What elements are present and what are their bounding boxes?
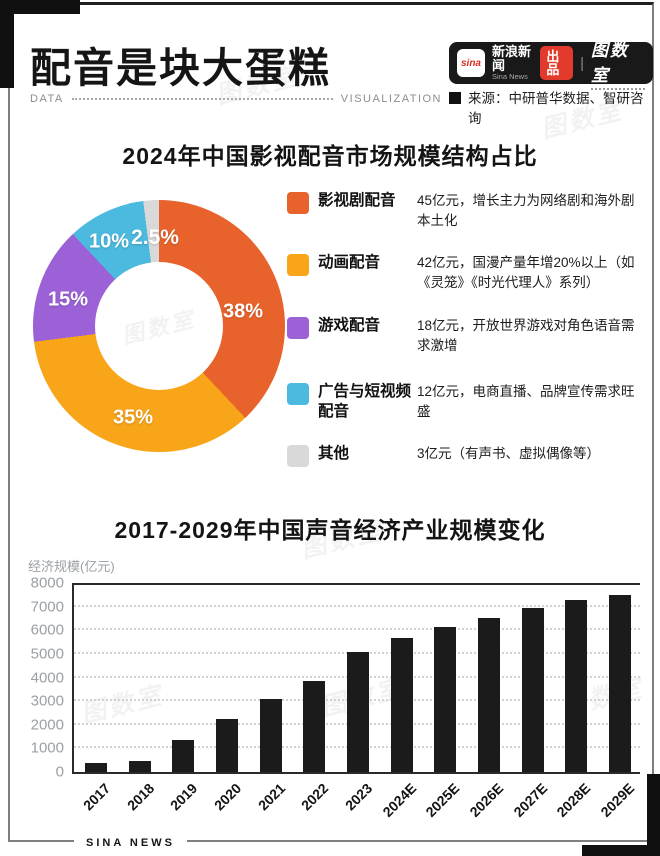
legend-label: 影视剧配音 bbox=[318, 192, 396, 209]
swatch-ads-icon bbox=[287, 382, 309, 405]
page-title: 配音是块大蛋糕 bbox=[30, 45, 331, 91]
sina-logo-text: sina bbox=[460, 57, 481, 69]
swatch-game-icon bbox=[287, 317, 309, 339]
bar-2020 bbox=[215, 718, 238, 772]
y-tick-label: 2000 bbox=[30, 716, 64, 734]
bar-chart-title: 2017-2029年中国声音经济产业规模变化 bbox=[114, 517, 546, 543]
legend-desc: 42亿元，国漫产量年增20%以上（如《灵笼》《时光代理人》系列） bbox=[417, 254, 635, 290]
y-tick-label: 1000 bbox=[30, 739, 64, 757]
watermark: 图数室 bbox=[119, 306, 199, 349]
legend-label: 其他 bbox=[318, 445, 350, 463]
x-tick-label: 2024E bbox=[379, 780, 420, 820]
studio-caption-strip bbox=[591, 88, 645, 90]
bar-2026E bbox=[478, 617, 501, 772]
x-tick-label: 2027E bbox=[510, 780, 551, 820]
y-tick-label: 5000 bbox=[30, 645, 64, 663]
bar-2022 bbox=[303, 680, 326, 772]
corner-accent-top-left bbox=[0, 0, 14, 88]
badge-divider: | bbox=[580, 54, 584, 72]
square-bullet-icon bbox=[449, 92, 461, 104]
donut-hole: 图数室 bbox=[95, 262, 223, 390]
gridline bbox=[74, 628, 640, 631]
legend-item-game: 游戏配音 18亿元，开放世界游戏对角色语音需求激增 bbox=[287, 316, 649, 357]
legend-item-ads: 广告与短视频配音 12亿元，电商直播、品牌宣传需求旺盛 bbox=[287, 382, 649, 424]
bar-2019 bbox=[172, 739, 195, 772]
x-tick-label: 2019 bbox=[167, 780, 201, 814]
legend-desc: 12亿元，电商直播、品牌宣传需求旺盛 bbox=[417, 383, 635, 419]
donut-chart-title: 2024年中国影视配音市场规模结构占比 bbox=[122, 143, 538, 169]
studio-logo-text: 图数室 bbox=[591, 41, 629, 85]
y-tick-label: 8000 bbox=[30, 574, 64, 592]
y-tick-label: 0 bbox=[55, 763, 64, 781]
swatch-other-icon bbox=[287, 445, 309, 468]
corner-accent-bottom-right bbox=[647, 774, 660, 856]
x-tick-label: 2025E bbox=[422, 780, 463, 820]
x-axis-line bbox=[72, 772, 640, 774]
bar-2027E bbox=[521, 608, 544, 772]
y-tick-label: 4000 bbox=[30, 669, 64, 686]
x-tick-label: 2018 bbox=[123, 780, 157, 814]
studio-logo: 图数室 bbox=[591, 36, 645, 90]
donut-chart: 图数室 38% 35% 15% 10% 2.5% bbox=[33, 200, 285, 452]
donut-label-film: 38% bbox=[222, 300, 264, 323]
y-tick-label: 7000 bbox=[30, 598, 64, 616]
legend-item-animation: 动画配音 42亿元，国漫产量年增20%以上（如《灵笼》《时光代理人》系列） bbox=[287, 253, 649, 294]
bar-2025E bbox=[434, 626, 457, 772]
y-tick-label: 3000 bbox=[30, 692, 64, 710]
corner-accent-bottom-right bbox=[582, 845, 660, 856]
x-tick-label: 2028E bbox=[553, 780, 594, 820]
y-tick-label: 6000 bbox=[30, 621, 64, 639]
donut-label-ads: 10% bbox=[88, 230, 130, 253]
brand-name-en: Sina News bbox=[492, 72, 528, 82]
y-axis-label: 经济规模(亿元) bbox=[28, 559, 115, 574]
bar-plot-area bbox=[72, 583, 640, 774]
legend-label: 广告与短视频配音 bbox=[318, 382, 412, 421]
footer-brand: SINA NEWS bbox=[74, 837, 187, 849]
legend-desc: 45亿元，增长主力为网络剧和海外剧本土化 bbox=[417, 193, 635, 229]
publisher-badge: sina 新浪新闻 Sina News 出品 | 图数室 bbox=[449, 41, 653, 90]
sina-logo-icon: sina bbox=[457, 49, 485, 77]
x-tick-label: 2029E bbox=[597, 780, 638, 820]
x-axis: 2017 2018 2019 2020 2021 2022 2023 2024E 2025E 20… bbox=[72, 780, 640, 842]
legend-label: 游戏配音 bbox=[318, 317, 381, 334]
donut-label-other: 2.5% bbox=[131, 226, 179, 249]
bar-2028E bbox=[565, 600, 588, 772]
x-tick-label: 2021 bbox=[254, 780, 288, 814]
legend-label: 动画配音 bbox=[318, 253, 381, 271]
corner-accent-top-left bbox=[0, 0, 80, 14]
visualization-label: VISUALIZATION bbox=[340, 93, 442, 105]
source-text: 来源：中研普华数据、智研咨询 bbox=[468, 91, 644, 127]
dotted-divider bbox=[71, 98, 333, 100]
bar-2029E bbox=[609, 594, 632, 772]
brand-name: 新浪新闻 bbox=[492, 43, 532, 73]
brand-block: 新浪新闻 Sina News bbox=[492, 43, 533, 82]
data-visualization-divider: DATA VISUALIZATION bbox=[30, 93, 442, 105]
legend-desc: 3亿元（有声书、虚拟偶像等） bbox=[417, 446, 601, 462]
y-axis: 0 1000 2000 3000 4000 5000 6000 7000 8000 bbox=[0, 576, 64, 780]
bar-2018 bbox=[128, 760, 151, 772]
bar-2024E bbox=[390, 637, 413, 772]
bar-2021 bbox=[259, 698, 282, 772]
swatch-animation-icon bbox=[287, 253, 309, 276]
x-tick-label: 2023 bbox=[341, 780, 376, 814]
bar-2017 bbox=[84, 763, 107, 772]
legend-desc: 18亿元，开放世界游戏对角色语音需求激增 bbox=[417, 318, 635, 354]
bar-2023 bbox=[347, 651, 369, 772]
swatch-film-icon bbox=[287, 192, 309, 214]
source-note: 来源：中研普华数据、智研咨询 bbox=[449, 89, 651, 130]
x-tick-label: 2017 bbox=[79, 780, 114, 814]
donut-legend: 影视剧配音 45亿元，增长主力为网络剧和海外剧本土化 动画配音 42亿元，国漫产… bbox=[287, 191, 649, 488]
produce-tag: 出品 bbox=[540, 46, 574, 80]
x-tick-label: 2020 bbox=[210, 780, 245, 814]
donut-label-animation: 35% bbox=[112, 406, 154, 429]
x-tick-label: 2026E bbox=[466, 780, 507, 820]
data-label: DATA bbox=[30, 93, 64, 105]
gridline bbox=[74, 604, 640, 607]
legend-item-film: 影视剧配音 45亿元，增长主力为网络剧和海外剧本土化 bbox=[287, 191, 649, 232]
x-tick-label: 2022 bbox=[298, 780, 332, 814]
donut-label-game: 15% bbox=[47, 288, 89, 311]
legend-item-other: 其他 3亿元（有声书、虚拟偶像等） bbox=[287, 444, 649, 468]
